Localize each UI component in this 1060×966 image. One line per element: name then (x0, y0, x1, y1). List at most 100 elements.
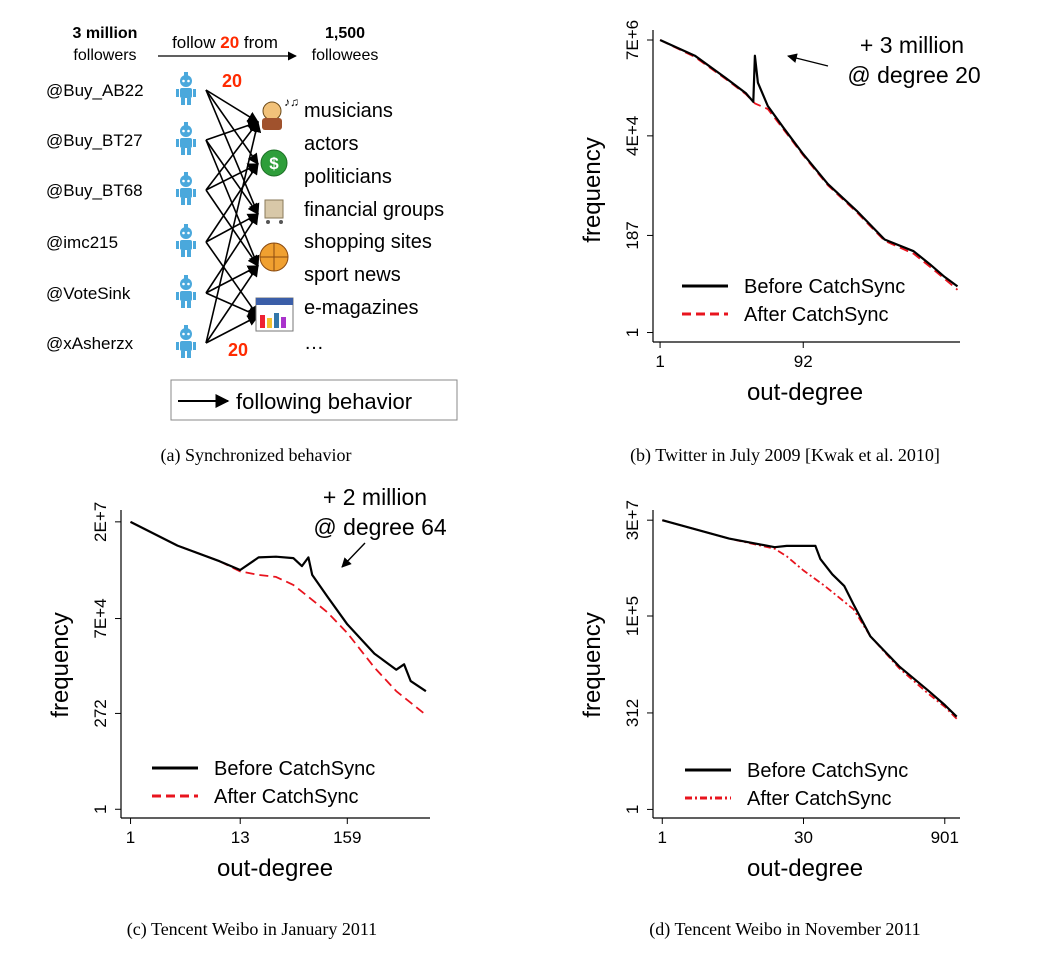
y-tick-label: 312 (623, 699, 642, 727)
annotation-c-line2: @ degree 64 (313, 514, 447, 540)
follow-edge (205, 89, 259, 123)
musician-icon: ♪♫ (262, 95, 299, 130)
y-tick-label: 4E+4 (623, 116, 642, 156)
x-tick-label: 13 (231, 828, 250, 847)
follow-edge (205, 265, 259, 344)
account-label: @Buy_BT27 (46, 131, 143, 150)
category-label: e-magazines (304, 297, 419, 319)
x-tick-label: 159 (333, 828, 361, 847)
category-list: musicians actors politicians financial grou… (304, 100, 444, 354)
robot-icon (176, 172, 196, 205)
x-tick-label: 1 (655, 352, 664, 371)
svg-text:♪♫: ♪♫ (284, 95, 299, 109)
xlabel-b: out-degree (747, 379, 863, 406)
y-tick-label: 7E+6 (623, 20, 642, 60)
x-tick-label: 30 (794, 828, 813, 847)
ylabel-d: frequency (579, 612, 606, 717)
category-label: … (304, 332, 324, 354)
series-b (659, 38, 959, 291)
caption-b: (b) Twitter in July 2009 [Kwak et al. 20… (630, 445, 940, 466)
follow-edge (205, 89, 259, 165)
category-label: actors (304, 133, 358, 155)
series-line-after (662, 519, 958, 720)
robot-icon (176, 325, 196, 358)
axes-c: 1 13 159 1 272 7E+4 2E+7 (91, 502, 430, 847)
annotation-b-line2: @ degree 20 (847, 62, 980, 88)
dollar-icon: $ (260, 149, 288, 177)
legend-b: Before CatchSync After CatchSync (682, 276, 905, 326)
panel-d: 1 30 901 1 312 1E+5 3E+7 Before CatchSync After… (579, 500, 960, 940)
account-label: @VoteSink (46, 284, 131, 303)
category-label: financial groups (304, 199, 444, 221)
x-tick-label: 1 (126, 828, 135, 847)
basketball-icon (259, 242, 289, 272)
robot-icon (176, 72, 196, 105)
follow-edge (205, 315, 259, 344)
robot-icon (176, 275, 196, 308)
caption-d: (d) Tencent Weibo in November 2011 (649, 919, 920, 940)
y-tick-label: 3E+7 (623, 500, 642, 540)
y-tick-label: 187 (623, 221, 642, 249)
series-d (662, 519, 958, 720)
legend-c: Before CatchSync After CatchSync (152, 758, 375, 808)
series-line-before (659, 38, 959, 288)
y-tick-label: 2E+7 (91, 502, 110, 542)
axes-b: 1 92 1 187 4E+4 7E+6 (623, 20, 960, 371)
robot-icon (176, 122, 196, 155)
legend-label: After CatchSync (744, 304, 889, 326)
account-label: @xAsherzx (46, 334, 134, 353)
panel-a: 3 million followers follow 20 from 1,500… (46, 25, 458, 466)
account-list: @Buy_AB22 @Buy_BT27 @Buy_BT68 @imc215 @VoteS… (46, 81, 144, 353)
x-tick-label: 1 (658, 828, 667, 847)
category-label: politicians (304, 166, 392, 188)
legend-label: Before CatchSync (747, 760, 908, 782)
category-label: shopping sites (304, 231, 432, 253)
robot-icons (176, 72, 196, 358)
series-line-after (130, 521, 427, 716)
follow-header: follow 20 from (172, 33, 278, 52)
y-tick-label: 1 (623, 805, 642, 814)
top-count: 20 (222, 71, 242, 91)
follow-edge (205, 213, 259, 294)
ylabel-b: frequency (579, 137, 606, 242)
follow-edges (205, 89, 262, 344)
y-tick-label: 1 (623, 328, 642, 337)
x-tick-label: 92 (794, 352, 813, 371)
follow-edge (205, 120, 262, 344)
follow-edge (205, 265, 259, 294)
followers-word: followers (73, 47, 136, 64)
legend-label: following behavior (236, 389, 412, 414)
magazine-icon (255, 297, 294, 332)
annotation-c-line1: + 2 million (323, 484, 427, 510)
shopping-cart-icon (264, 199, 284, 224)
caption-a: (a) Synchronized behavior (161, 445, 352, 466)
annotation-c-arrow (341, 542, 366, 568)
x-tick-label: 901 (931, 828, 959, 847)
panel-c: 1 13 159 1 272 7E+4 2E+7 + 2 million @ degree … (47, 484, 447, 940)
follow-edge (205, 89, 260, 216)
xlabel-d: out-degree (747, 855, 863, 882)
follow-edge (205, 121, 259, 191)
series-c (130, 520, 427, 716)
legend-d: Before CatchSync After CatchSync (685, 760, 908, 810)
y-tick-label: 1E+5 (623, 596, 642, 636)
annotation-b-arrow (787, 53, 829, 67)
y-tick-label: 7E+4 (91, 598, 110, 638)
followees-word: followees (312, 47, 379, 64)
account-label: @imc215 (46, 233, 118, 252)
ylabel-c: frequency (47, 612, 74, 717)
legend-label: Before CatchSync (744, 276, 905, 298)
series-line-before (130, 520, 427, 693)
follow-edge (205, 213, 259, 243)
legend-label: Before CatchSync (214, 758, 375, 780)
bottom-count: 20 (228, 340, 248, 360)
category-label: sport news (304, 264, 401, 286)
followees-count: 1,500 (325, 25, 365, 42)
y-tick-label: 1 (91, 805, 110, 814)
svg-text:$: $ (269, 154, 279, 173)
category-label: musicians (304, 100, 393, 122)
legend-label: After CatchSync (747, 788, 892, 810)
follow-edge (205, 163, 259, 243)
